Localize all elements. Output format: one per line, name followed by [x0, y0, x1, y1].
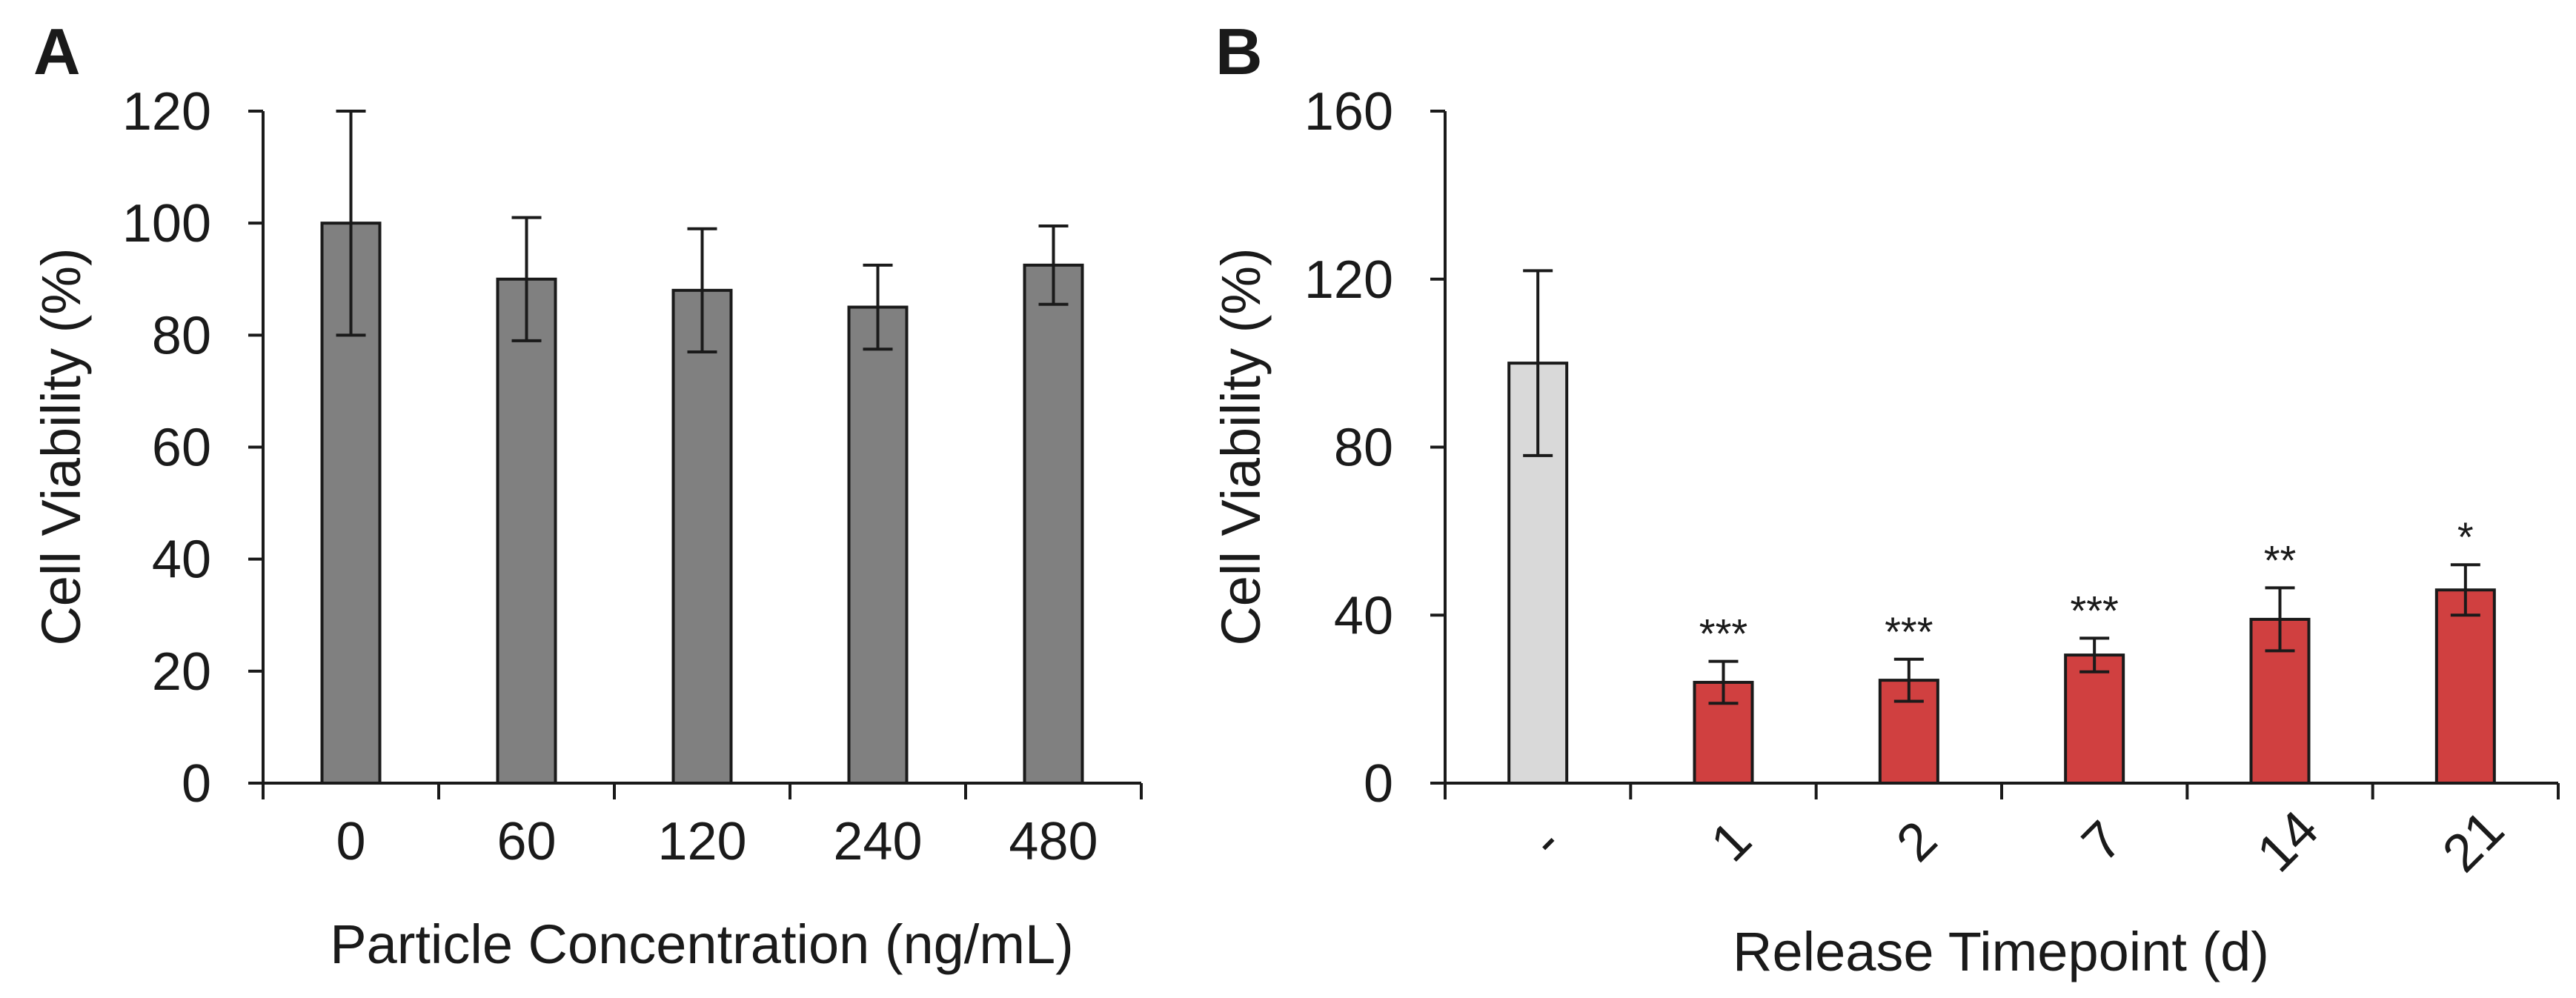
panel-b-bar — [2064, 653, 2125, 785]
panel-a-y-axis-title: Cell Viability (%) — [30, 247, 92, 645]
panel-a-bar — [1023, 263, 1084, 785]
panel-b-letter: B — [1215, 15, 1263, 88]
panel-b-y-tick-label: 80 — [1334, 419, 1393, 478]
panel-b-y-tick-label: 120 — [1304, 250, 1393, 310]
panel-b-significance-label: ** — [2264, 536, 2297, 583]
panel-a-x-tick-label: 0 — [336, 812, 365, 871]
panel-a-y-tick-label: 100 — [122, 194, 211, 253]
panel-a-x-tick-label: 120 — [657, 812, 746, 871]
panel-b-significance-label: *** — [1885, 608, 1933, 655]
panel-a: A 0 20 40 60 80 100 120 0 60 120 240 480 Particle Co… — [30, 15, 1143, 975]
panel-a-bar — [847, 305, 909, 785]
panel-a-y-tick-label: 0 — [182, 754, 211, 814]
panel-b-x-tick-label: - — [1518, 814, 1573, 869]
panel-b-y-tick-label: 160 — [1304, 82, 1393, 142]
panel-b-x-axis-title: Release Timepoint (d) — [1733, 921, 2269, 982]
panel-a-y-tick-label: 80 — [152, 306, 211, 365]
panel-b-significance-label: *** — [2070, 587, 2118, 633]
panel-a-bar — [671, 288, 733, 785]
panel-b-y-tick-label: 0 — [1364, 754, 1393, 814]
panel-b-y-axis-title: Cell Viability (%) — [1210, 247, 1272, 645]
panel-b-x-tick-label: 7 — [2071, 810, 2134, 873]
panel-a-y-tick-label: 120 — [122, 82, 211, 142]
panel-b: B 0 40 80 120 160 - *** 1 *** 2 *** 7 ** 14 * 21 Release… — [1210, 15, 2560, 982]
panel-a-x-tick-label: 240 — [833, 812, 922, 871]
panel-b-x-tick-label: 1 — [1700, 810, 1763, 873]
panel-a-x-axis-title: Particle Concentration (ng/mL) — [330, 914, 1074, 975]
panel-b-x-tick-label: 2 — [1885, 810, 1948, 873]
panel-a-x-tick-label: 60 — [497, 812, 556, 871]
panel-a-letter: A — [33, 15, 81, 88]
panel-a-y-tick-label: 60 — [152, 419, 211, 478]
panel-b-significance-label: * — [2457, 513, 2474, 560]
panel-b-significance-label: *** — [1699, 611, 1747, 657]
panel-b-bar — [2434, 588, 2496, 785]
panel-b-x-tick-label: 21 — [2431, 799, 2515, 883]
panel-b-x-tick-label: 14 — [2246, 799, 2330, 883]
panel-a-bar — [496, 277, 557, 785]
panel-b-y-tick-label: 40 — [1334, 586, 1393, 645]
panel-a-y-tick-label: 20 — [152, 642, 211, 702]
panel-a-x-tick-label: 480 — [1009, 812, 1098, 871]
panel-a-y-tick-label: 40 — [152, 530, 211, 590]
